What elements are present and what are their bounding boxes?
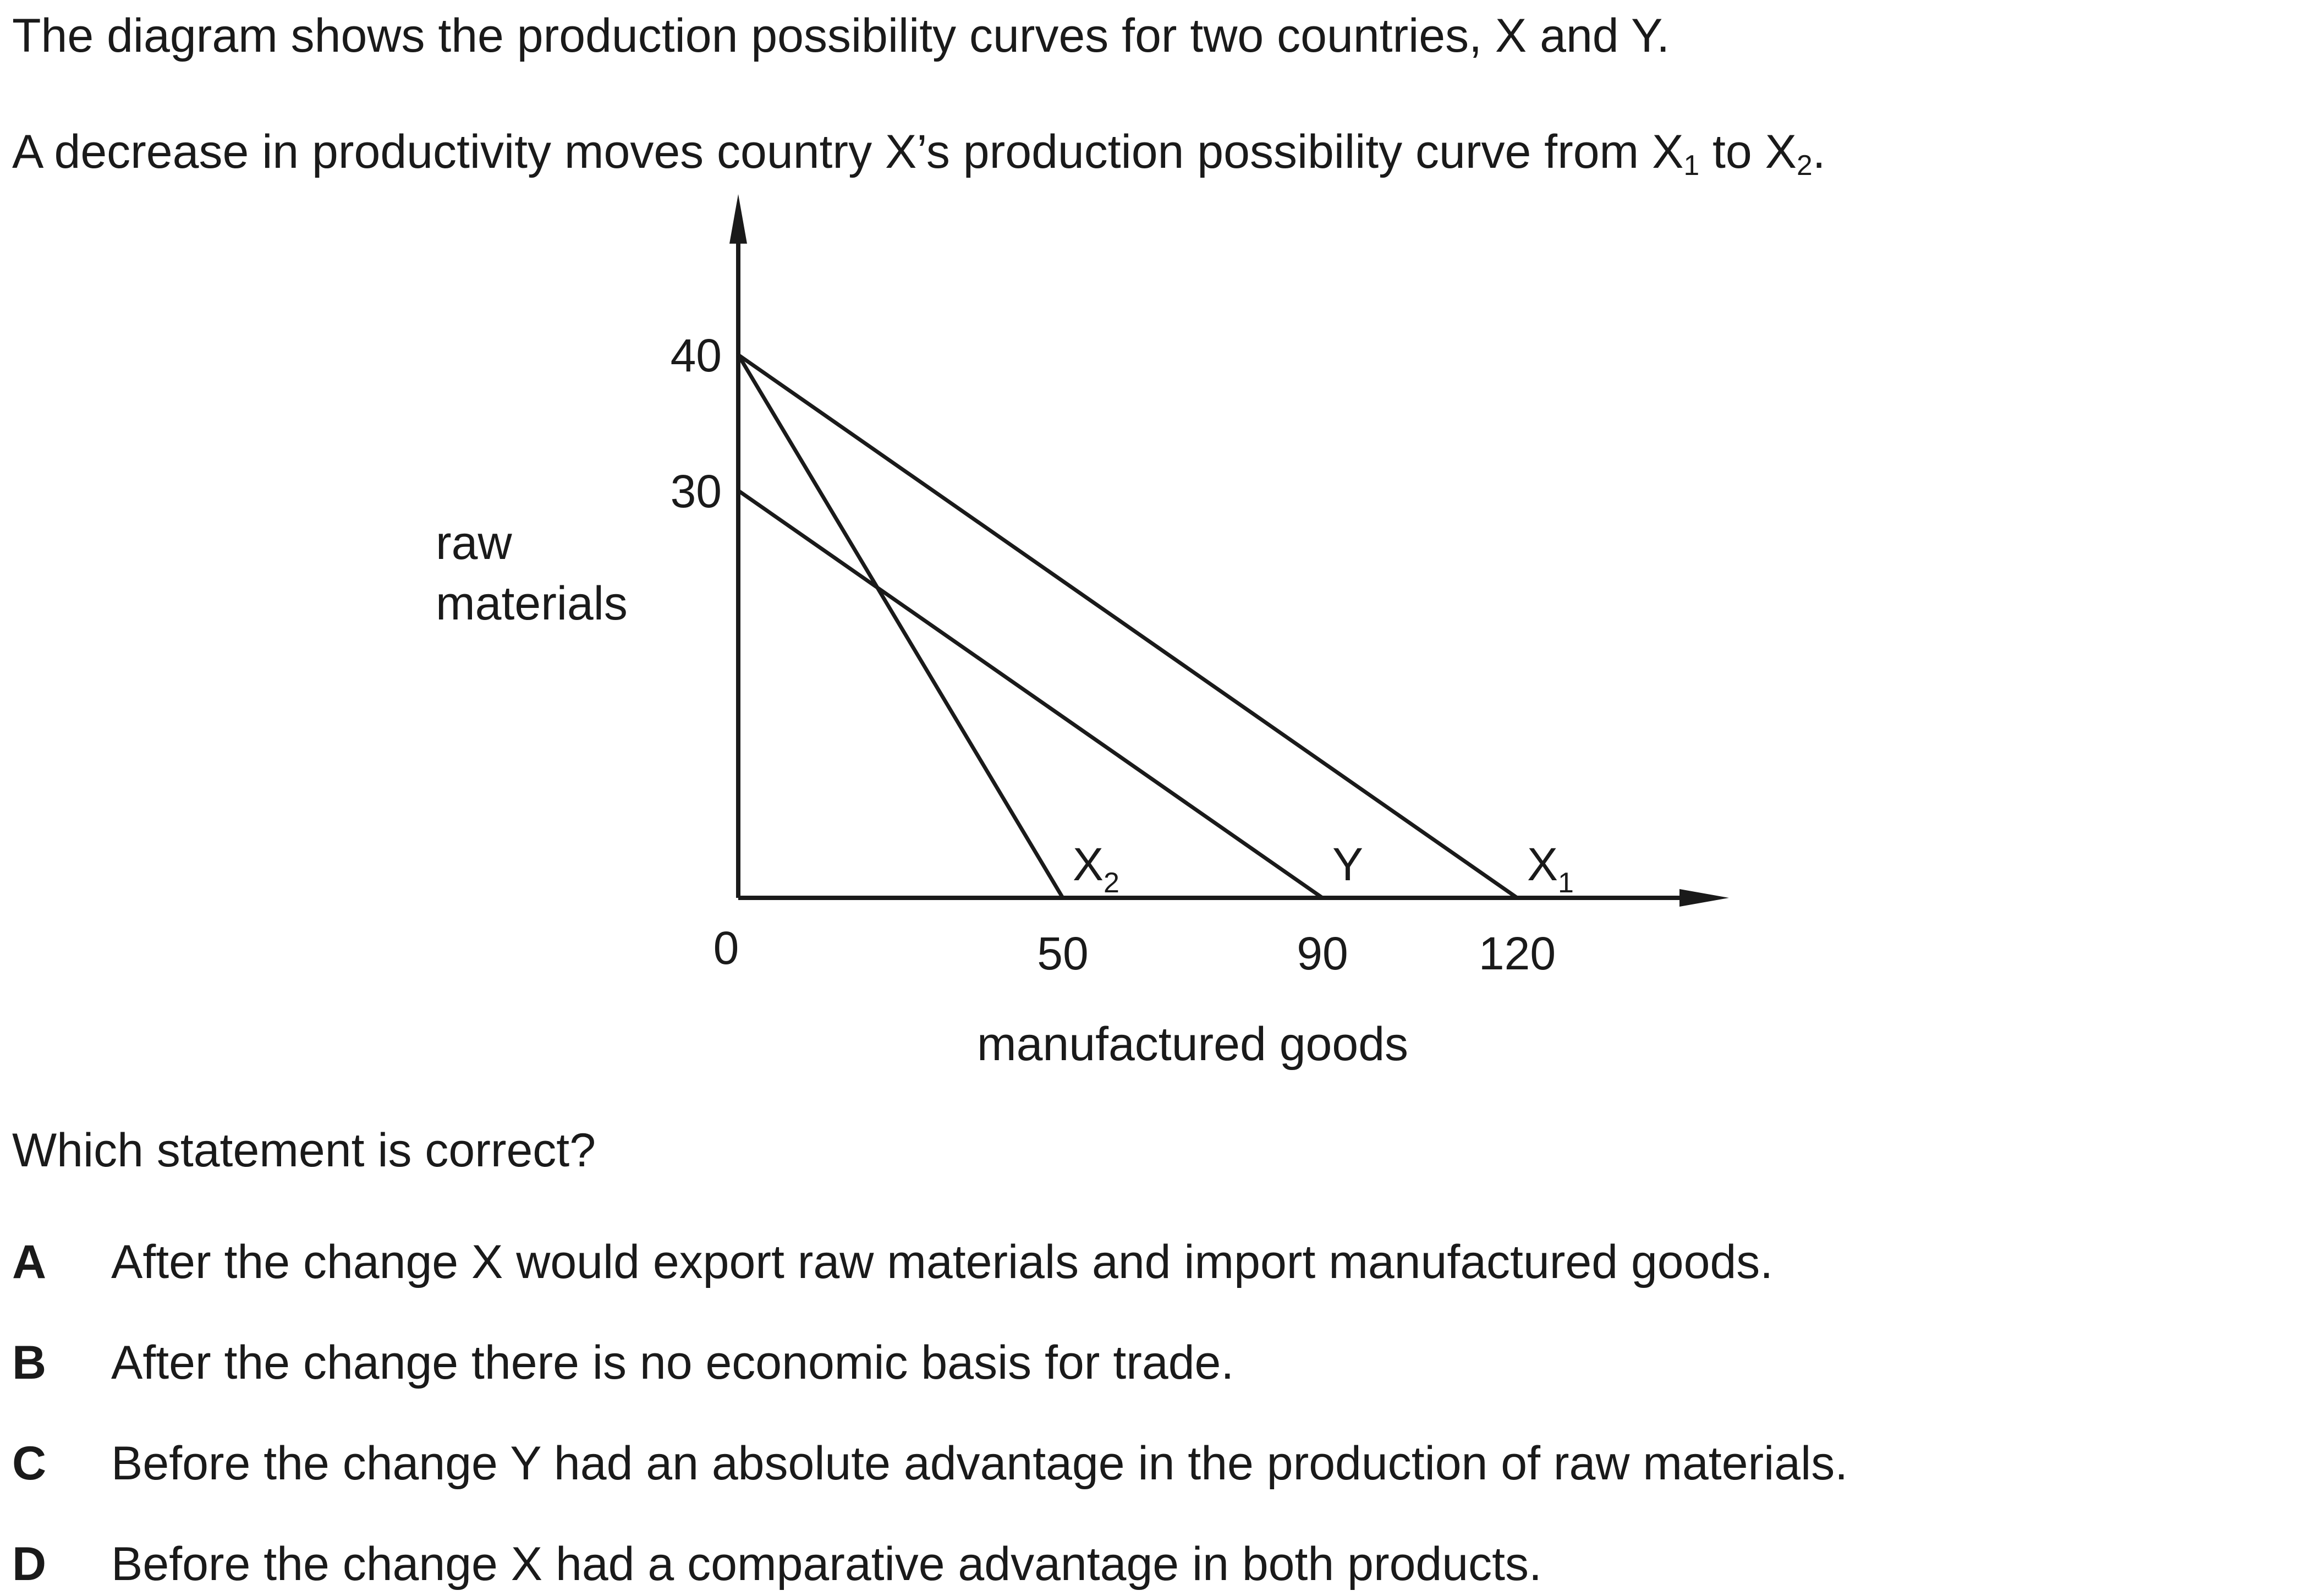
series-label-x2: X2 bbox=[1073, 838, 1119, 899]
series-label-y: Y bbox=[1332, 838, 1363, 890]
ppc-line-x2 bbox=[736, 353, 1065, 900]
option-b-text: After the change there is no economic ba… bbox=[111, 1336, 1234, 1389]
option-a-text: After the change X would export raw mate… bbox=[111, 1236, 1774, 1288]
question-text: Which statement is correct? bbox=[12, 1124, 596, 1177]
option-c[interactable]: C Before the change Y had an absolute adv… bbox=[12, 1440, 1848, 1487]
x-tick-label: 50 bbox=[1037, 928, 1088, 979]
series-label-x1: X1 bbox=[1527, 838, 1574, 899]
ppc-line-y bbox=[736, 489, 1325, 900]
y-tick-label: 30 bbox=[671, 465, 722, 517]
y-tick-label: 40 bbox=[671, 330, 722, 381]
intro-text-2-end: . bbox=[1812, 125, 1826, 178]
x1-subscript: 1 bbox=[1683, 149, 1700, 181]
ppc-chart: X2 Y X1 50 90 120 40 30 0 manufactured goods raw ma… bbox=[436, 194, 1729, 1071]
option-c-text: Before the change Y had an absolute adva… bbox=[111, 1437, 1848, 1490]
origin-label: 0 bbox=[713, 922, 739, 974]
option-c-letter: C bbox=[12, 1437, 47, 1490]
option-d-text: Before the change X had a comparative ad… bbox=[111, 1538, 1542, 1590]
intro-text-2-before: A decrease in productivity moves country… bbox=[12, 125, 1684, 178]
y-axis-title: raw materials bbox=[436, 517, 628, 630]
intro-text-2-mid: to X bbox=[1699, 125, 1797, 178]
x-tick-label: 90 bbox=[1297, 928, 1348, 979]
option-b[interactable]: B After the change there is no economic b… bbox=[12, 1339, 1234, 1386]
x2-subscript: 2 bbox=[1797, 149, 1813, 181]
y-axis-arrow bbox=[729, 194, 747, 244]
x-axis-title: manufactured goods bbox=[977, 1018, 1408, 1071]
chart-axes bbox=[729, 194, 1729, 907]
intro-text-2: A decrease in productivity moves country… bbox=[12, 125, 1826, 179]
intro-text-1: The diagram shows the production possibi… bbox=[12, 9, 1670, 62]
option-d-letter: D bbox=[12, 1538, 47, 1590]
x-axis-arrow bbox=[1679, 889, 1729, 907]
x-tick-label: 120 bbox=[1479, 928, 1556, 979]
option-b-letter: B bbox=[12, 1336, 47, 1389]
ppc-line-x1 bbox=[736, 353, 1519, 900]
chart-labels: X2 Y X1 50 90 120 40 30 0 manufactured goods raw ma… bbox=[436, 330, 1574, 1071]
chart-series bbox=[736, 353, 1519, 900]
option-d[interactable]: D Before the change X had a comparative a… bbox=[12, 1540, 1542, 1588]
option-a[interactable]: A After the change X would export raw mat… bbox=[12, 1238, 1773, 1286]
option-a-letter: A bbox=[12, 1236, 47, 1288]
